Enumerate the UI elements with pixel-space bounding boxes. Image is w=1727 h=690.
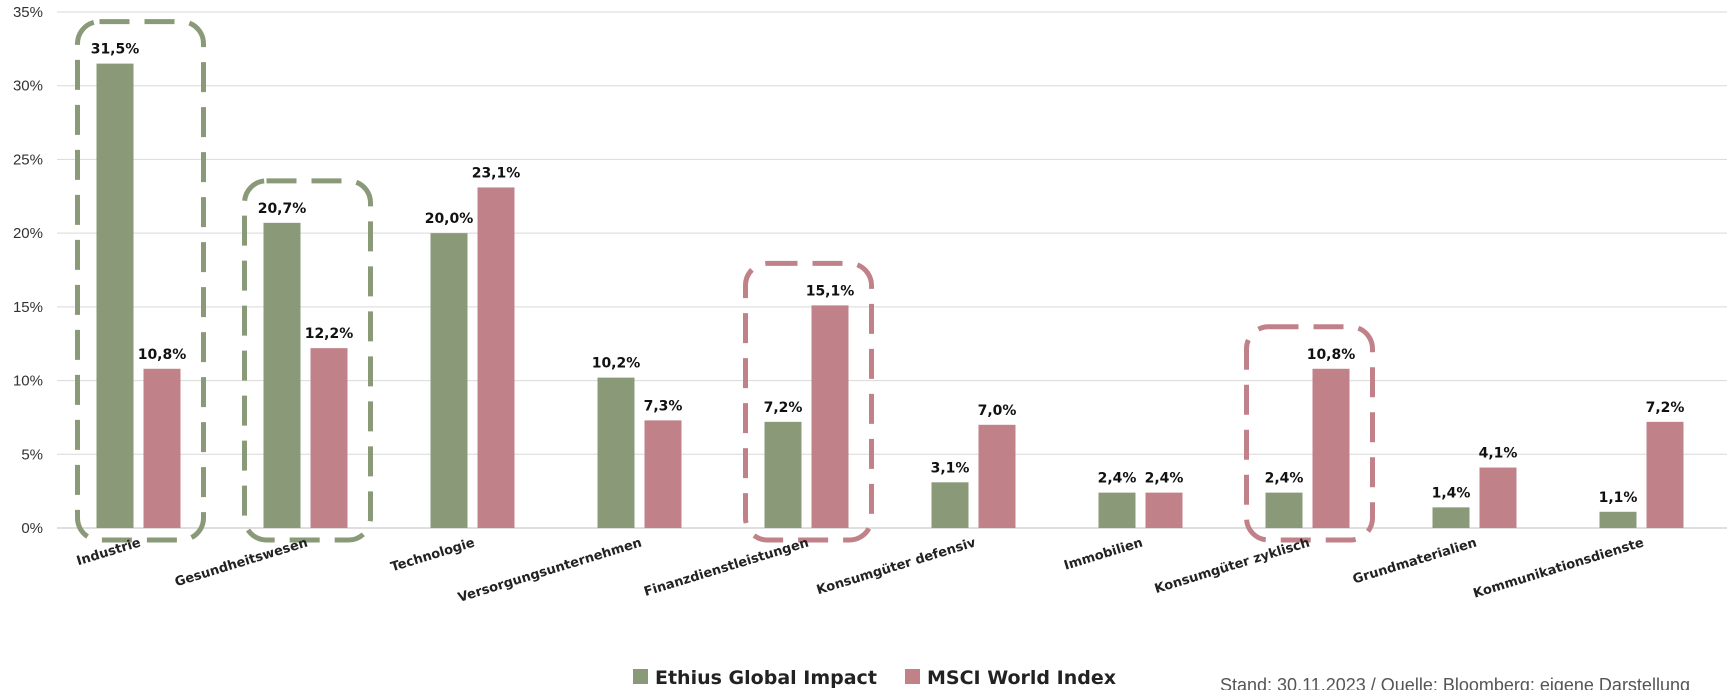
data-label: 12,2% [305,326,354,342]
y-tick-label: 0% [21,520,43,537]
bar [143,368,181,528]
gridlines [57,11,1727,529]
data-label: 10,8% [1307,347,1356,363]
bar [96,63,134,528]
data-label: 2,4% [1145,471,1184,487]
bar [1479,467,1517,528]
legend-swatch-ethius [633,669,648,684]
legend-label-msci: MSCI World Index [927,667,1116,689]
bar [1646,421,1684,528]
y-tick-label: 15% [13,299,43,316]
category-label: Kommunikationsdienste [1472,535,1646,601]
bar [263,222,301,528]
bar [644,420,682,528]
category-label: Technologie [389,535,477,575]
data-label: 10,8% [138,347,187,363]
data-label: 10,2% [592,356,641,372]
data-label: 20,7% [258,201,307,217]
category-label: Grundmaterialien [1351,535,1479,587]
category-label: Konsumgüter zyklisch [1153,535,1312,597]
data-label: 2,4% [1265,471,1304,487]
highlight-frames [75,19,1375,543]
bar [1432,507,1470,528]
y-axis: 0% 5% 10% 15% 20% 25% 30% 35% [13,4,43,537]
source-note: Stand: 30.11.2023 / Quelle: Bloomberg; e… [1220,675,1690,690]
y-tick-label: 10% [13,373,43,390]
x-axis: Industrie Gesundheitswesen TechnologieVers… [75,535,1646,605]
highlight-frame [743,260,874,543]
category-label: Versorgungsunternehmen [456,535,643,605]
data-label: 31,5% [91,42,140,58]
category-label: Konsumgüter defensiv [815,535,978,598]
data-label: 7,2% [1646,400,1685,416]
data-label: 23,1% [472,165,521,181]
y-tick-label: 5% [21,446,43,463]
data-labels: 31,5% 20,7% 20,0% 10,2% 7,2% 3,1% 2,4% 2,4% 1,4%… [91,42,1685,506]
bar [811,305,849,528]
data-label: 1,1% [1599,490,1638,506]
highlight-frame [1244,324,1375,543]
bar [477,187,515,528]
bar [310,348,348,528]
category-label: Immobilien [1062,535,1144,573]
y-tick-label: 25% [13,151,43,168]
data-label: 7,0% [978,403,1017,419]
bar [1098,492,1136,528]
y-tick-label: 30% [13,78,43,95]
legend-label-ethius: Ethius Global Impact [655,667,877,689]
y-tick-label: 20% [13,225,43,242]
highlight-frame [242,178,373,543]
data-label: 1,4% [1432,485,1471,501]
data-label: 4,1% [1479,446,1518,462]
data-label: 2,4% [1098,471,1137,487]
bar [978,424,1016,528]
legend-swatch-msci [905,669,920,684]
bar [430,233,468,528]
bars [96,63,1684,528]
bar [1599,511,1637,528]
data-label: 7,2% [764,400,803,416]
data-label: 3,1% [931,460,970,476]
category-label: Finanzdienstleistungen [642,535,810,600]
bar [1145,492,1183,528]
data-label: 15,1% [806,283,855,299]
y-tick-label: 35% [13,4,43,21]
bar [1265,492,1303,528]
bar [764,421,802,528]
bar [931,482,969,528]
bar [597,377,635,528]
category-label: Gesundheitswesen [173,535,310,590]
data-label: 20,0% [425,211,474,227]
data-label: 7,3% [644,398,683,414]
bar [1312,368,1350,528]
legend: Ethius Global Impact MSCI World Index [633,667,1116,689]
highlight-frame [75,19,206,543]
